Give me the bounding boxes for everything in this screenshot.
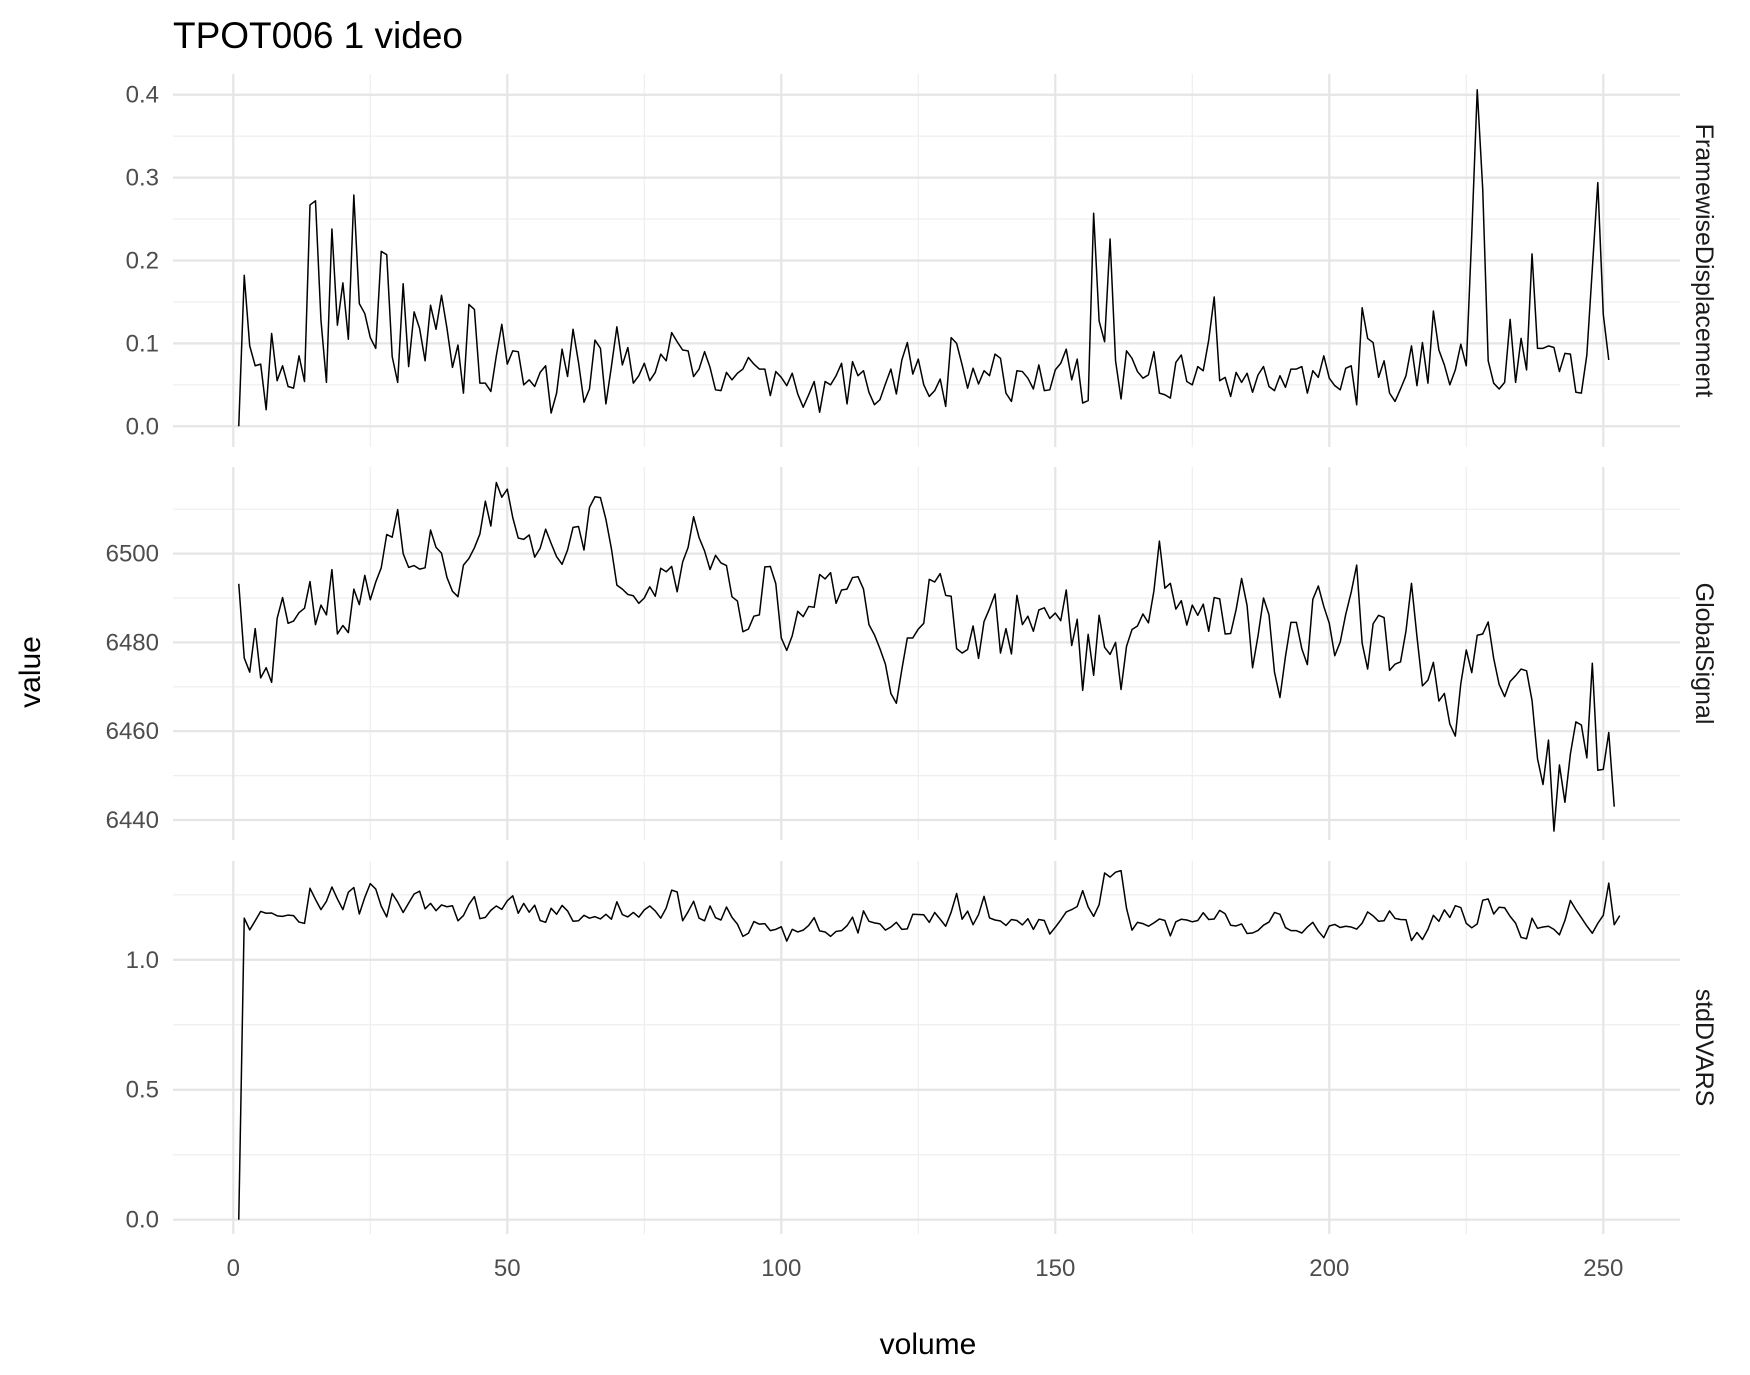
facet-panels: 0.0 0.1 0.2 0.3 0.4 FramewiseDisplacement 6440… bbox=[106, 74, 1718, 1234]
series-line-stdDVARS bbox=[238, 869, 1621, 1220]
series-line-GlobalSignal bbox=[238, 481, 1615, 832]
chart-title: TPOT006 1 video bbox=[173, 15, 463, 56]
y-axis-title: value bbox=[14, 636, 47, 708]
facet-GlobalSignal: 6440 6460 6480 6500 GlobalSignal bbox=[106, 467, 1718, 840]
x-tick-label: 0 bbox=[227, 1255, 240, 1282]
x-tick-label: 50 bbox=[494, 1255, 521, 1282]
series-line-FramewiseDisplacement bbox=[238, 89, 1610, 427]
x-tick-label: 100 bbox=[761, 1255, 801, 1282]
x-tick-label: 200 bbox=[1309, 1255, 1349, 1282]
y-tick-label: 0.0 bbox=[126, 1207, 159, 1234]
y-tick-label: 6480 bbox=[106, 629, 159, 656]
y-tick-label: 6440 bbox=[106, 807, 159, 834]
y-tick-label: 1.0 bbox=[126, 947, 159, 974]
y-tick-label: 0.2 bbox=[126, 248, 159, 275]
y-tick-label: 6460 bbox=[106, 718, 159, 745]
facet-FramewiseDisplacement: 0.0 0.1 0.2 0.3 0.4 FramewiseDisplacement bbox=[126, 74, 1718, 447]
facet-strip-label: FramewiseDisplacement bbox=[1690, 124, 1718, 398]
y-tick-label: 0.4 bbox=[126, 82, 159, 109]
y-tick-label: 0.0 bbox=[126, 413, 159, 440]
y-tick-label: 0.1 bbox=[126, 330, 159, 357]
facet-strip-label: GlobalSignal bbox=[1690, 583, 1718, 725]
x-tick-label: 150 bbox=[1035, 1255, 1075, 1282]
y-tick-label: 0.5 bbox=[126, 1077, 159, 1104]
x-axis-ticks: 0 50 100 150 200 250 bbox=[227, 1255, 1624, 1282]
facet-strip-label: stdDVARS bbox=[1690, 989, 1718, 1107]
x-tick-label: 250 bbox=[1583, 1255, 1623, 1282]
y-tick-label: 6500 bbox=[106, 541, 159, 568]
x-axis-title: volume bbox=[880, 1328, 977, 1361]
y-tick-label: 0.3 bbox=[126, 165, 159, 192]
facet-stdDVARS: 0.0 0.5 1.0 stdDVARS bbox=[126, 861, 1718, 1234]
